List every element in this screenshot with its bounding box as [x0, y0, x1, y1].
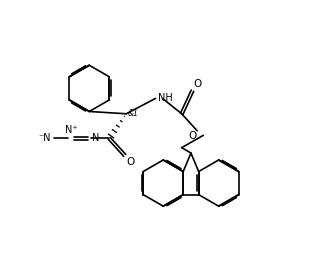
Text: O: O	[188, 132, 196, 142]
Text: N: N	[92, 133, 99, 143]
Text: NH: NH	[158, 93, 172, 103]
Text: O: O	[126, 157, 135, 167]
Text: O: O	[193, 79, 201, 89]
Text: N⁺: N⁺	[65, 125, 77, 135]
Text: ⁻N: ⁻N	[38, 133, 51, 143]
Text: &1: &1	[128, 109, 139, 118]
